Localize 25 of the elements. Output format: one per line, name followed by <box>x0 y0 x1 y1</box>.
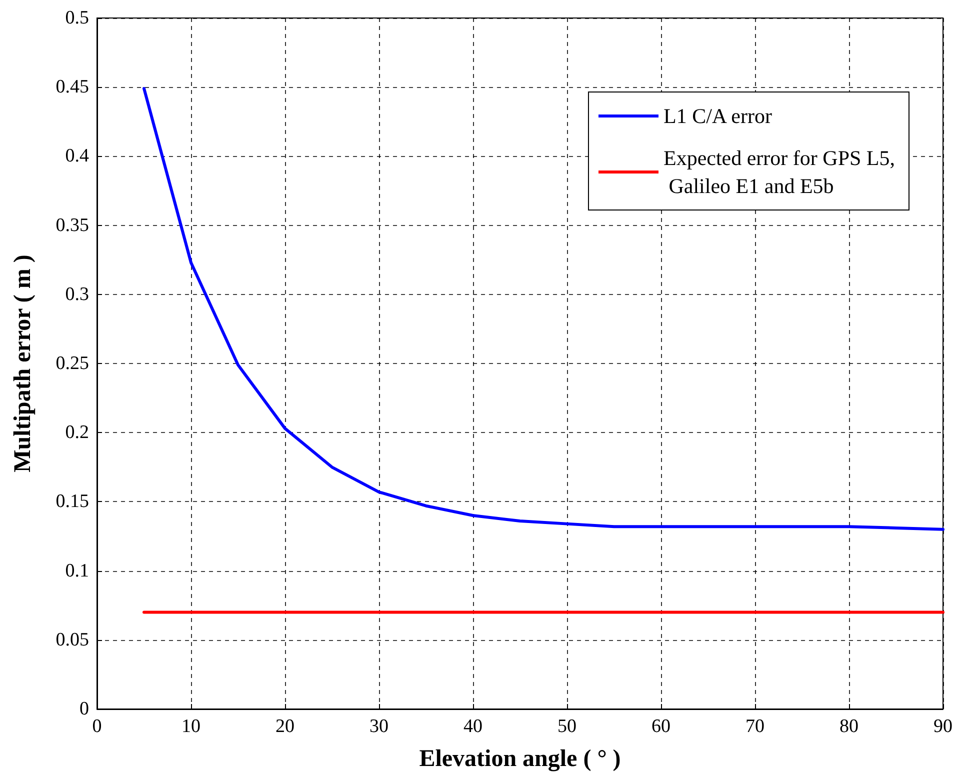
y-tick-label: 0.05 <box>56 629 89 650</box>
x-tick-label: 30 <box>370 716 388 737</box>
x-tick-label: 70 <box>746 716 764 737</box>
x-tick-label: 40 <box>464 716 482 737</box>
y-tick-label: 0.35 <box>56 214 89 236</box>
y-axis-title: Multipath error ( m ) <box>10 254 36 472</box>
y-tick-label: 0.15 <box>56 491 89 512</box>
y-tick-label: 0.2 <box>65 422 89 444</box>
y-tick-label: 0.3 <box>65 284 89 305</box>
y-tick-label: 0.5 <box>65 8 89 28</box>
legend-label: Expected error for GPS L5, Galileo E1 and E5b <box>663 146 896 198</box>
y-tick-label: 0.1 <box>65 560 89 582</box>
y-tick-label: 0 <box>80 698 89 720</box>
x-tick-label: 10 <box>182 716 200 737</box>
x-tick-label: 50 <box>558 716 576 737</box>
x-axis-title: Elevation angle ( ° ) <box>419 746 621 772</box>
x-tick-label: 20 <box>276 716 294 737</box>
line-series <box>142 86 944 531</box>
x-tick-label: 80 <box>840 716 858 737</box>
y-tick-label: 0.45 <box>56 76 89 98</box>
y-tick-label: 0.4 <box>65 146 90 167</box>
x-tick-label: 60 <box>652 716 670 737</box>
x-tick-label: 90 <box>934 716 952 737</box>
legend-label: L1 C/A error <box>663 104 772 128</box>
y-tick-label: 0.25 <box>56 353 89 374</box>
